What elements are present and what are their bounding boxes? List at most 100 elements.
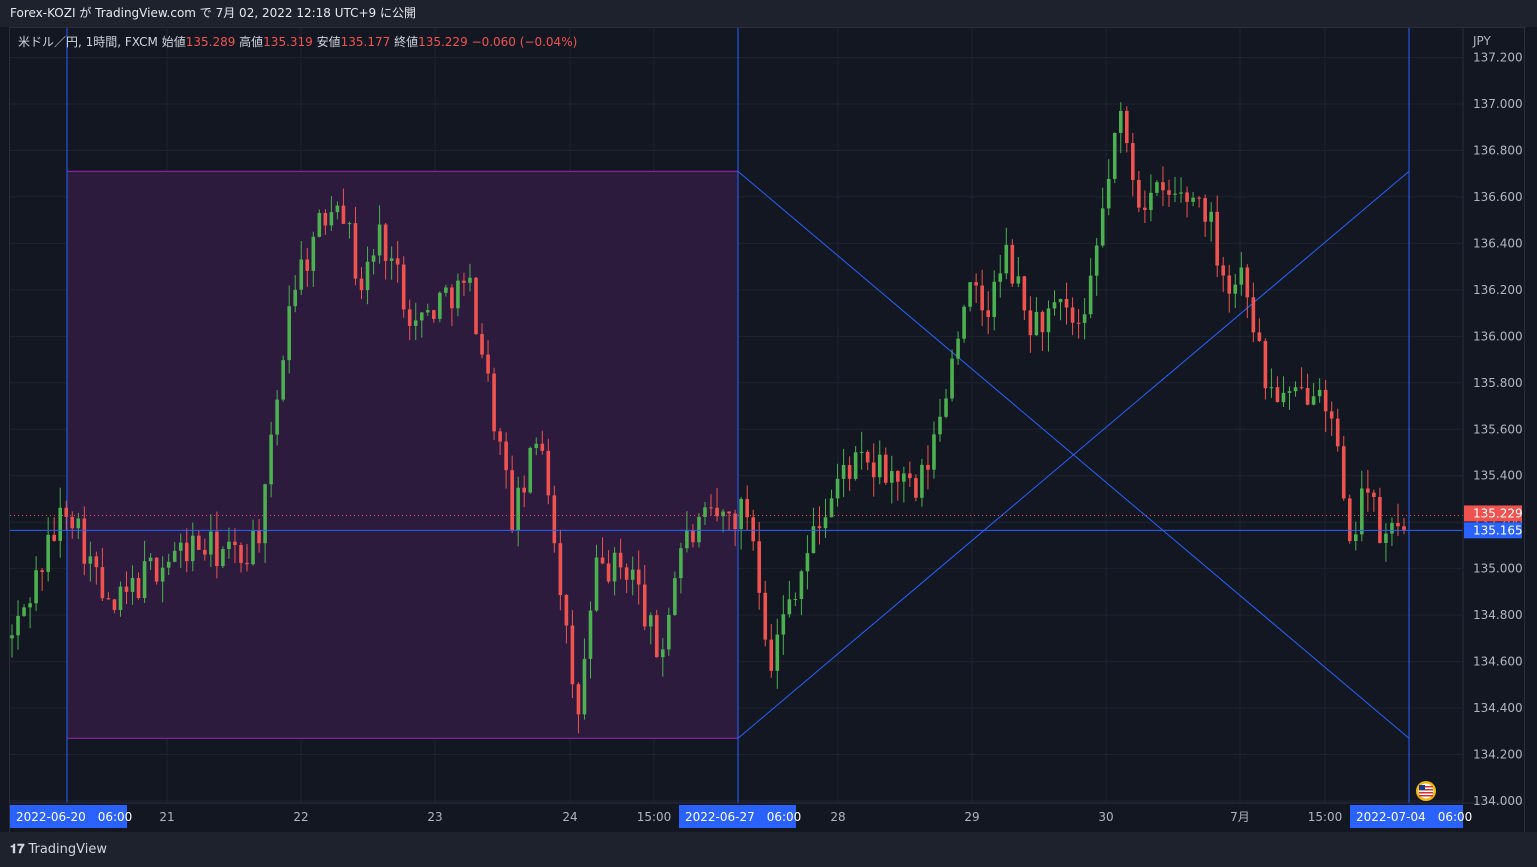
candle (329, 196, 334, 231)
candle-body (1227, 275, 1232, 294)
legend-part: 135.229 (418, 35, 471, 49)
candle (1335, 408, 1340, 452)
candle-body (46, 534, 50, 572)
tradingview-icon: 𝟏𝟕 (10, 842, 25, 857)
candle-body (1372, 492, 1376, 497)
candle (974, 273, 978, 304)
candle-body (166, 561, 171, 568)
candle (142, 540, 147, 604)
candle (980, 269, 984, 327)
candle (1010, 239, 1015, 287)
candle (1311, 382, 1316, 406)
candle-body (956, 338, 960, 359)
candle-body (82, 518, 87, 564)
candle (227, 527, 231, 559)
candle (600, 537, 605, 565)
candle-body (76, 518, 81, 529)
flag-stripe (1419, 795, 1433, 797)
candle-body (1118, 110, 1123, 133)
candle (498, 427, 502, 455)
time-tick-label: 15:00 (637, 810, 672, 824)
candle-body (739, 498, 743, 530)
candle-body (112, 599, 117, 610)
candle (793, 592, 798, 607)
candle (962, 304, 966, 343)
candle-body (721, 511, 725, 517)
date-price-range-box (66, 170, 739, 739)
candle-body (1028, 310, 1033, 336)
candle (1378, 487, 1382, 544)
candle-body (371, 255, 376, 262)
candle (1167, 179, 1171, 207)
candle (841, 449, 846, 497)
candle-body (335, 205, 340, 213)
candle (1118, 102, 1123, 154)
candle (1390, 517, 1394, 546)
candle (781, 595, 786, 655)
price-tick-label: 136.400 (1473, 236, 1523, 250)
candle-body (172, 550, 177, 562)
candle-body (926, 464, 930, 470)
candle-body (998, 273, 1003, 282)
candle (299, 240, 304, 296)
candle-body (805, 553, 810, 572)
candle (769, 624, 774, 678)
candle-body (425, 310, 430, 313)
candle (1064, 282, 1069, 325)
legend-part: 終値 (394, 34, 418, 49)
candle (986, 291, 991, 335)
candle (1263, 338, 1268, 400)
candle (1269, 368, 1274, 398)
candle (462, 272, 466, 296)
candle-body (359, 278, 364, 291)
candle-body (727, 511, 731, 514)
price-tick-label: 135.000 (1473, 562, 1523, 576)
time-tick-label: 23 (427, 810, 442, 824)
candle (642, 564, 647, 631)
candle-body (896, 471, 900, 482)
candle (576, 682, 581, 734)
candle-body (787, 599, 792, 615)
candle (359, 267, 364, 300)
candle (889, 455, 894, 504)
price-tick-label: 134.000 (1473, 794, 1523, 808)
candle (835, 463, 840, 507)
candle-body (136, 578, 141, 599)
candle (552, 485, 557, 553)
tradingview-logo[interactable]: 𝟏𝟕 TradingView (10, 842, 107, 857)
candle-body (570, 625, 575, 685)
candle (432, 309, 436, 323)
candle (1317, 378, 1322, 403)
candle (263, 483, 267, 564)
currency-label: JPY (1472, 34, 1492, 48)
candle-body (1221, 265, 1226, 276)
candle (1402, 518, 1406, 535)
candle (112, 598, 117, 614)
candle-body (58, 507, 63, 541)
candle-body (178, 542, 183, 551)
candle (685, 511, 689, 553)
candle (1197, 196, 1201, 208)
candle (58, 487, 63, 558)
candle-body (100, 567, 105, 599)
candle-body (685, 529, 689, 549)
candle (859, 431, 864, 470)
candle (612, 547, 617, 596)
candle-body (1082, 314, 1087, 323)
candle-body (1275, 387, 1280, 403)
candle-body (124, 586, 129, 592)
candle (799, 569, 804, 616)
candle-body (1347, 498, 1352, 542)
candle (16, 600, 20, 650)
candle-body (1233, 284, 1238, 294)
candle-body (1004, 244, 1009, 274)
candle-body (1070, 307, 1075, 323)
candle-body (618, 552, 623, 568)
candle (938, 398, 942, 442)
candle (679, 542, 683, 594)
candle-body (1378, 496, 1382, 543)
candle-body (811, 526, 816, 554)
candle-body (64, 507, 69, 517)
candle (76, 512, 81, 540)
